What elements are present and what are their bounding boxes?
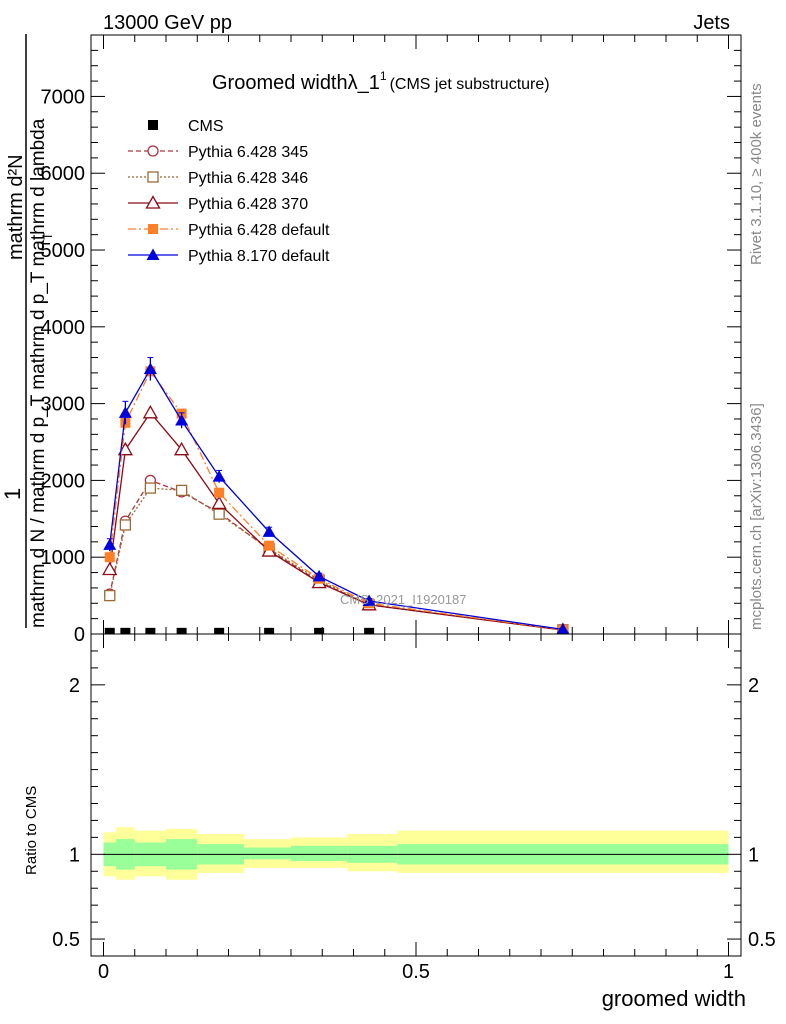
x-tick-label: 0.5	[402, 961, 430, 983]
data-point-cms	[104, 627, 115, 634]
ratio-tick-label-right: 1	[748, 844, 759, 866]
data-point-pythia-6-428-346	[119, 519, 132, 531]
ratio-axis-ticks: 0.5 0.5 1 1 2 2	[52, 634, 776, 956]
legend-marker-pythia-6-428-default	[148, 224, 158, 234]
series-pythia-8-170-default	[103, 357, 570, 634]
watermark: CMS_2021_I1920187	[340, 592, 467, 607]
x-tick-labels: 0 0.5 1	[98, 961, 734, 983]
data-point-cms	[214, 627, 225, 634]
ratio-frame	[90, 633, 742, 957]
data-point-cms	[314, 627, 325, 634]
series-line-pythia-6-428-370	[109, 411, 563, 631]
data-point-pythia-8-170-default	[556, 622, 570, 634]
data-point-pythia-8-170-default	[212, 470, 226, 482]
data-point-pythia-8-170-default	[175, 414, 189, 426]
data-point-pythia-6-428-346	[213, 508, 225, 520]
data-point-pythia-6-428-370	[211, 495, 227, 510]
data-point-pythia-8-170-default	[118, 406, 132, 418]
legend-label-pythia-6-428-346: Pythia 6.428 346	[188, 170, 308, 187]
ratio-band-inner	[244, 847, 291, 860]
ylabel-fraction-one: 1	[0, 488, 25, 500]
legend-label-pythia-6-428-default: Pythia 6.428 default	[188, 222, 330, 239]
y-tick-label: 7000	[41, 86, 86, 108]
ratio-tick-label: 2	[69, 675, 80, 697]
series-cms	[104, 627, 568, 634]
data-point-cms	[364, 627, 375, 634]
legend-label-pythia-6-428-370: Pythia 6.428 370	[188, 196, 308, 213]
data-point-cms	[120, 627, 131, 634]
series-pythia-6-428-345	[104, 474, 569, 634]
data-point-cms	[264, 627, 275, 634]
data-point-pythia-8-170-default	[362, 594, 376, 606]
svg-text:Groomed widthλ_11(CMS jet subs: Groomed widthλ_11 (CMS jet substructure)	[212, 69, 550, 94]
ylabel-subscript: T	[41, 232, 55, 240]
data-point-pythia-8-170-default	[143, 362, 157, 375]
series-line-pythia-6-428-346	[109, 487, 563, 631]
y-tick-label: 2000	[41, 470, 86, 492]
series-pythia-6-428-370	[102, 405, 570, 634]
data-point-pythia-6-428-346	[104, 589, 116, 602]
legend-label-pythia-6-428-345: Pythia 6.428 345	[188, 144, 308, 161]
title-symbol: λ_1	[348, 72, 380, 94]
ratio-tick-label: 0.5	[52, 929, 80, 951]
x-axis-label: groomed width	[602, 986, 746, 1011]
main-ylabel: 1 mathrm d²N mathrm d N / mathrm d p_T m…	[0, 34, 55, 628]
ratio-band-inner	[291, 845, 348, 862]
legend-marker-pythia-8-170-default	[146, 248, 160, 260]
header-energy: 13000 GeV pp	[103, 12, 232, 34]
legend-marker-pythia-6-428-370	[145, 195, 161, 209]
chart-title: Groomed widthλ_11 (CMS jet substructure)	[212, 69, 550, 94]
y-tick-label: 5000	[41, 240, 86, 262]
data-point-pythia-6-428-346	[144, 482, 157, 494]
side-mcplots-ref: mcplots.cern.ch [arXiv:1306.3436]	[748, 403, 765, 630]
x-tick-label: 0	[98, 961, 109, 983]
legend-marker-pythia-6-428-346	[147, 171, 159, 183]
data-point-cms	[176, 627, 187, 634]
ratio-tick-label-right: 0.5	[748, 929, 776, 951]
y-tick-label: 1000	[41, 547, 86, 569]
data-point-pythia-6-428-370	[102, 561, 118, 576]
data-point-pythia-8-170-default	[312, 569, 326, 582]
data-point-pythia-8-170-default	[262, 525, 276, 537]
x-tick-label: 1	[723, 961, 734, 983]
ratio-tick-label: 1	[69, 844, 80, 866]
data-point-pythia-6-428-370	[142, 405, 158, 419]
data-point-pythia-6-428-370	[174, 441, 190, 456]
ylabel-numerator: mathrm d²N	[5, 154, 27, 260]
data-point-pythia-8-170-default	[103, 538, 117, 550]
y-tick-label: 4000	[41, 317, 86, 339]
data-point-pythia-6-428-default	[104, 552, 115, 563]
y-tick-label: 3000	[41, 394, 86, 416]
main-panel: 0 1000 2000 3000 4000 5000 6000 7000 CMS_2021_I…	[41, 34, 742, 646]
header-category: Jets	[693, 12, 730, 34]
title-subtitle: (CMS jet substructure)	[390, 76, 550, 93]
series-pythia-6-428-default	[104, 366, 568, 634]
title-text: Groomed width	[212, 72, 348, 94]
legend-marker-pythia-6-428-345	[147, 145, 159, 157]
ratio-panel: 0.5 0.5 1 1 2 2	[52, 633, 776, 957]
y-tick-label: 0	[74, 624, 85, 646]
data-point-pythia-6-428-default	[214, 487, 225, 498]
series-line-pythia-6-428-345	[109, 479, 563, 631]
legend-label-pythia-8-170-default: Pythia 8.170 default	[188, 248, 330, 265]
legend: CMS Pythia 6.428 345 Pythia 6.428 346 Pythi…	[128, 118, 330, 265]
legend-marker-cms	[148, 120, 158, 130]
side-rivet-version: Rivet 3.1.10, ≥ 400k events	[748, 83, 765, 265]
title-superscript: 1	[380, 69, 387, 83]
ratio-ylabel: Ratio to CMS	[23, 786, 40, 875]
series-pythia-6-428-346	[104, 482, 569, 634]
data-point-pythia-6-428-default	[264, 540, 275, 551]
ylabel-denominator: mathrm d N / mathrm d p_T mathrm d p_T m…	[28, 118, 49, 628]
y-tick-label: 6000	[41, 163, 86, 185]
main-axis-ticks: 0 1000 2000 3000 4000 5000 6000 7000	[41, 35, 741, 646]
main-series-group	[102, 357, 570, 634]
data-point-cms	[145, 627, 156, 634]
ratio-bands	[103, 827, 729, 880]
data-point-pythia-6-428-346	[175, 484, 188, 497]
legend-label-cms: CMS	[188, 118, 224, 135]
ratio-tick-label-right: 2	[748, 675, 759, 697]
